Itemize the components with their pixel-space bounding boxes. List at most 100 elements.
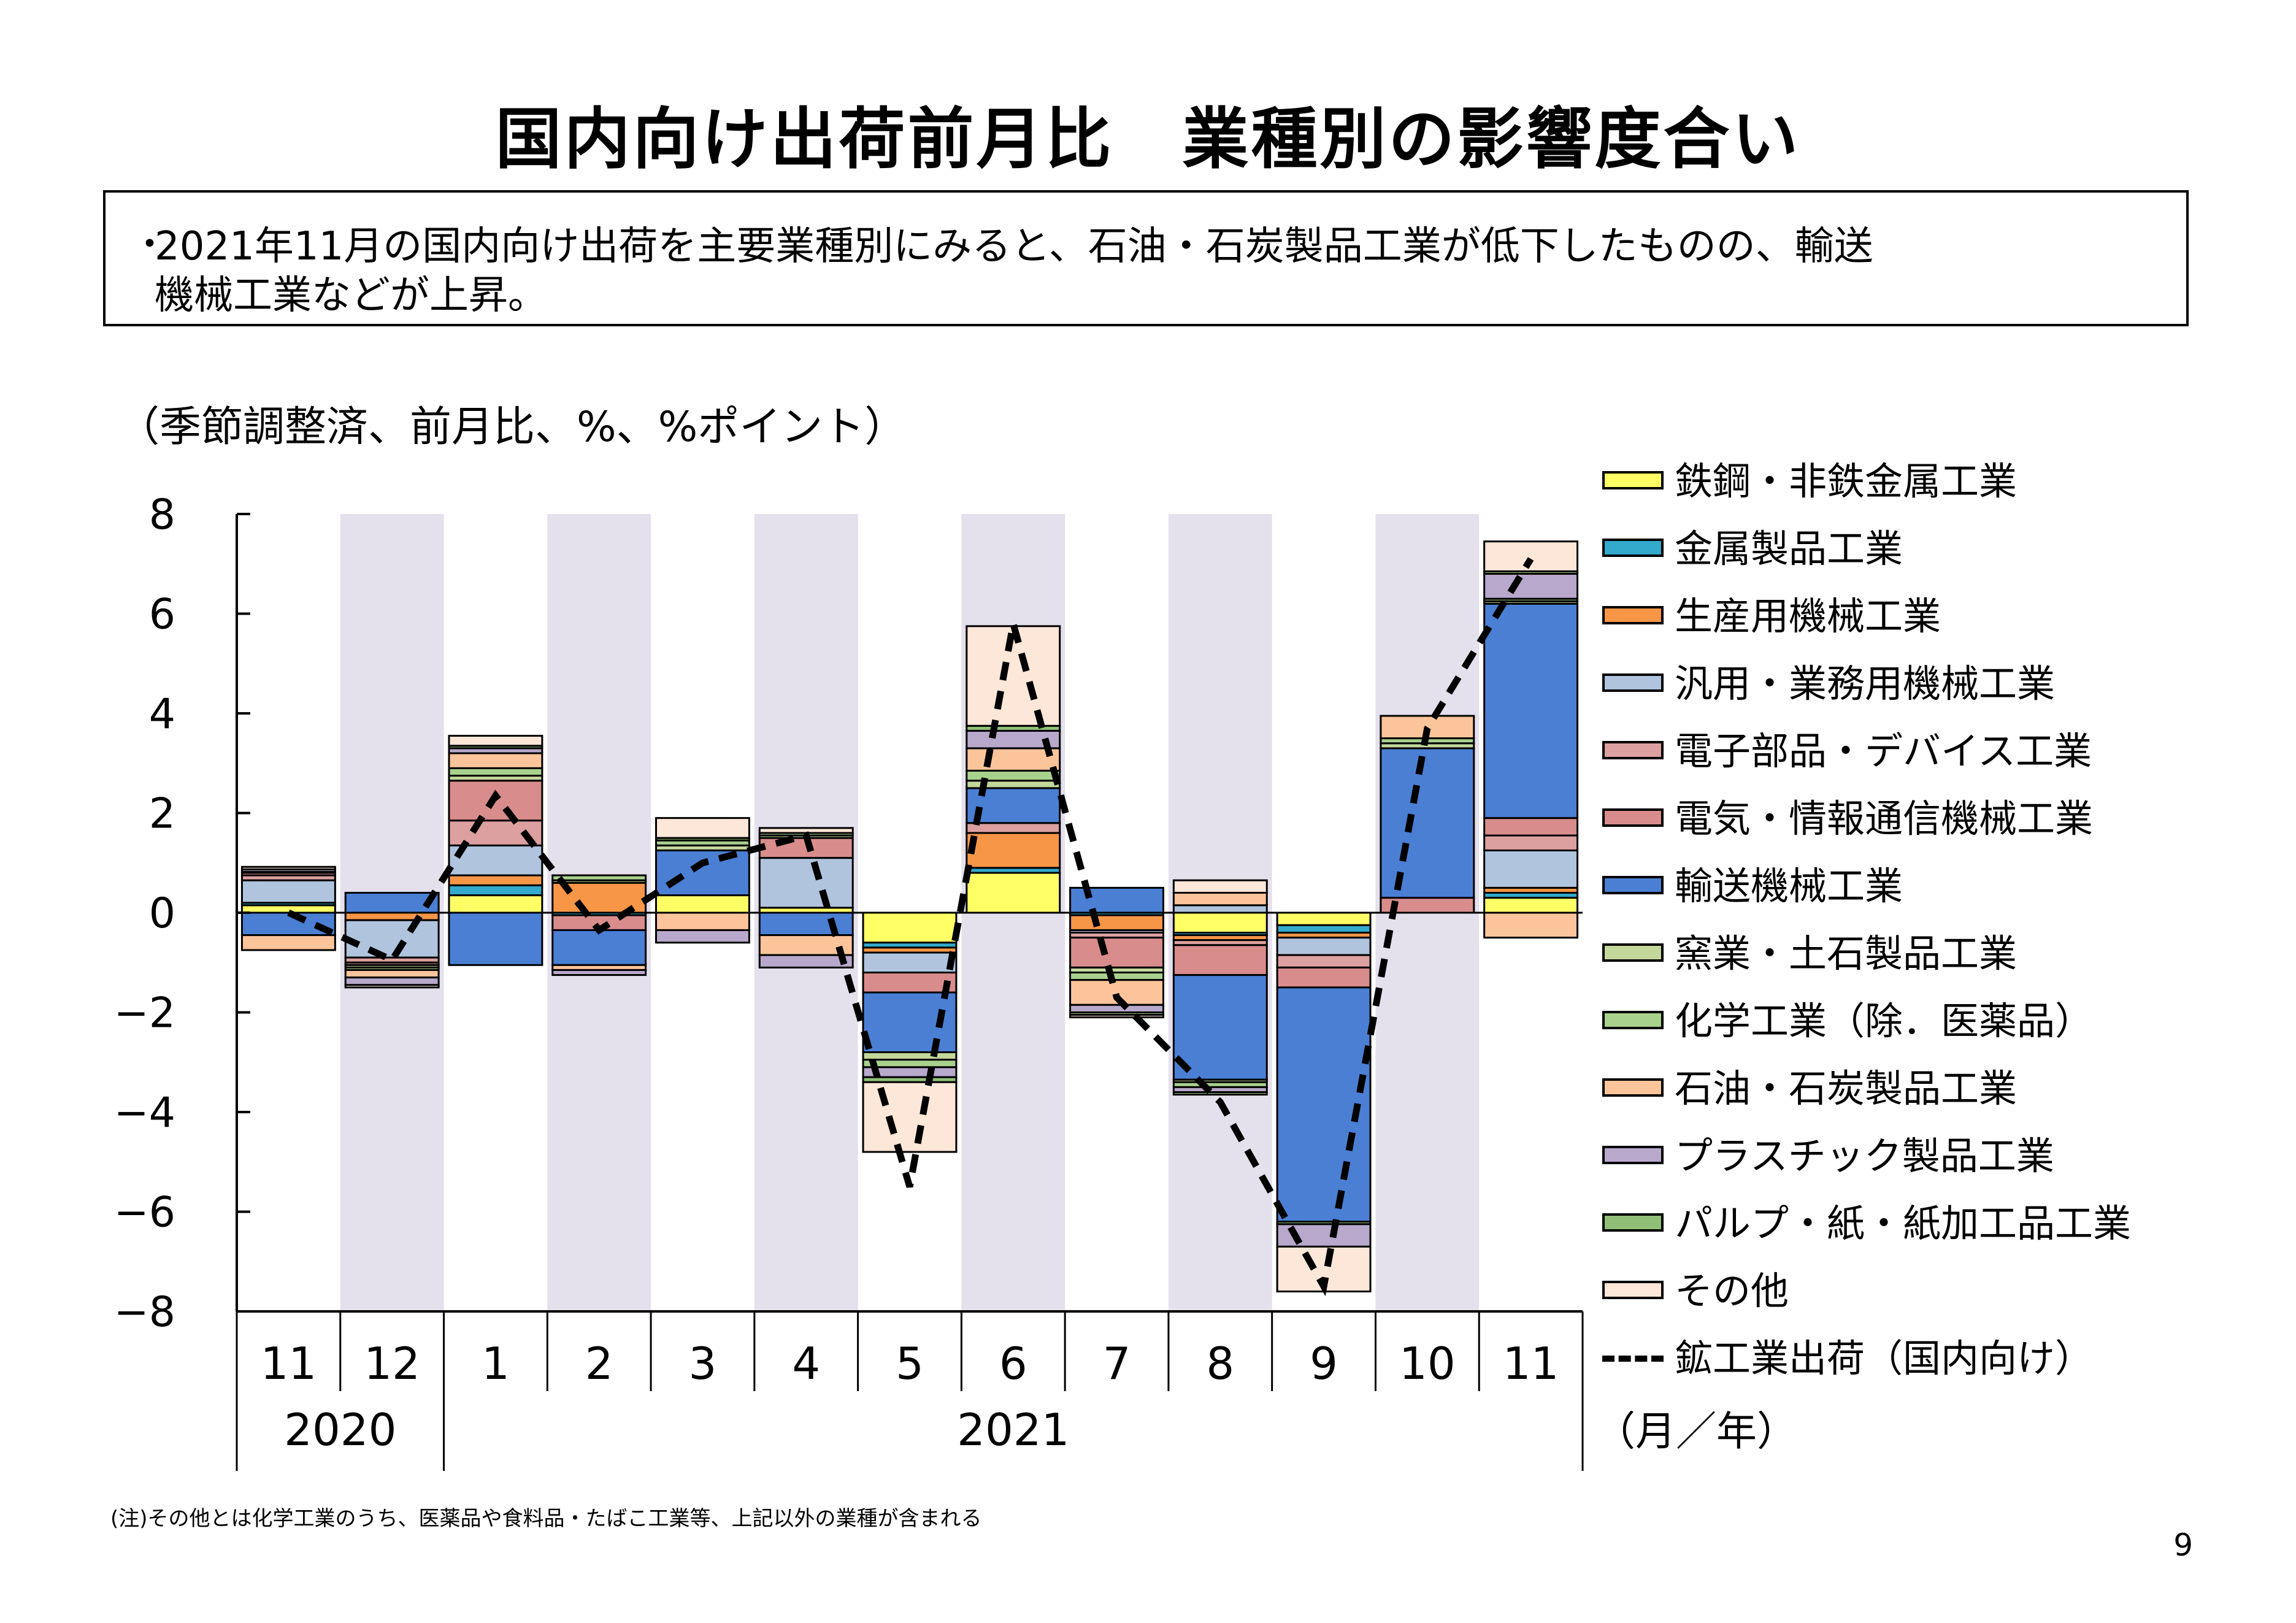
bar-segment [1276,937,1372,956]
legend-label: 生産用機械工業 [1675,594,1941,639]
y-tick-label: 2 [149,790,175,838]
legend-label: 輸送機械工業 [1675,864,1903,908]
bar-segment [1172,1091,1268,1096]
bar-segment [862,1081,958,1153]
bar-segment [1172,904,1268,914]
legend-swatch [1602,673,1664,692]
legend-label: その他 [1675,1268,1789,1313]
legend-label: 汎用・業務用機械工業 [1675,661,2056,706]
legend-label: 化学工業（除．医薬品） [1675,999,2094,1043]
bar-segment [344,892,440,914]
page-title: 国内向け出荷前月比 業種別の影響度合い [495,101,1801,178]
bar-segment [551,874,647,881]
bar-segment [1276,966,1372,989]
bar-segment [1069,1003,1164,1013]
bar-segment [1069,937,1164,969]
footnote: (注)その他とは化学工業のうち、医薬品や食料品・たばこ工業等、上記以外の業種が含… [110,1506,982,1531]
bar-segment [1276,954,1372,969]
legend-swatch [1602,1281,1664,1299]
x-tick-label: 9 [1310,1338,1338,1389]
bar-segment [1069,972,1164,981]
bar-segment [448,752,543,769]
x-tick-label: 5 [896,1338,924,1389]
bar-segment [448,767,543,777]
bar-segment [344,911,440,921]
unit-label: （季節調整済、前月比、%、%ポイント） [118,403,907,451]
bar-segment [551,929,647,966]
y-tick-label: −4 [114,1089,175,1137]
bar-segment [655,817,750,839]
bar-segment [655,849,750,897]
bar-segment [655,929,750,944]
bar-segment [1172,879,1268,894]
x-tick-label: 12 [364,1338,420,1389]
legend-label: プラスチック製品工業 [1675,1134,2054,1178]
year-label: 2021 [957,1404,1069,1456]
legend-label: パルプ・紙・紙加工品工業 [1675,1201,2132,1246]
bar-segment [655,911,750,931]
bar-segment [1172,944,1268,976]
x-unit-label: （月／年） [1595,1408,1797,1455]
bar-segment [1069,914,1164,931]
bar-segment [448,884,543,897]
legend-label: 石油・石炭製品工業 [1675,1066,2018,1111]
legend-swatch [1602,1146,1664,1164]
bar-segment [240,934,336,951]
y-tick-label: −2 [114,989,175,1038]
legend-label: 電気・情報通信機械工業 [1675,796,2094,841]
y-tick-label: 0 [149,889,175,938]
bar-segment [1172,892,1268,907]
bar-segment [1483,817,1579,837]
bar-segment [966,832,1061,869]
legend-swatch [1602,1011,1664,1029]
bar-segment [758,911,854,937]
bar-segment [966,747,1061,772]
summary-bullet: ・ [131,223,168,266]
bar-segment [1172,911,1268,934]
bar-segment [344,919,440,959]
bar-segment [448,911,543,966]
bar-segment [966,822,1061,834]
bar-segment [551,969,647,976]
legend-swatch [1602,1213,1664,1232]
bar-segment [240,879,336,904]
x-tick-label: 6 [999,1338,1027,1389]
bar-segment [862,911,958,944]
legend-label: 鉄鋼・非鉄金属工業 [1675,459,2018,504]
legend-swatch [1602,539,1664,557]
bar-segment [1483,573,1579,600]
y-tick-label: 8 [149,491,175,539]
legend-label: 電子部品・デバイス工業 [1675,729,2092,773]
bar-segment [240,865,336,870]
bar-segment [344,969,440,979]
shipments-line [287,557,1534,1297]
legend-swatch [1602,876,1664,894]
legend-swatch [1602,808,1664,827]
legend-swatch [1602,943,1664,962]
x-tick-label: 11 [1503,1338,1559,1389]
bar-segment [1380,747,1475,899]
legend-swatch [1602,606,1664,624]
legend-label: 金属製品工業 [1675,526,1903,571]
bar-segment [862,1051,958,1061]
y-tick-label: 6 [149,591,175,639]
bar-segment [966,872,1061,914]
bar-segment [758,857,854,909]
x-tick-label: 3 [689,1338,717,1389]
bar-segment [1483,540,1579,572]
bar-segment [966,625,1061,727]
bar-segment [240,904,336,914]
summary-box: ・ 2021年11月の国内向け出荷を主要業種別にみると、石油・石炭製品工業が低下… [103,190,2189,326]
summary-line-1: 2021年11月の国内向け出荷を主要業種別にみると、石油・石炭製品工業が低下した… [155,224,1873,269]
x-tick-label: 2 [585,1338,613,1389]
x-tick-label: 1 [482,1338,510,1389]
x-tick-label: 11 [261,1338,317,1389]
x-tick-label: 4 [792,1338,820,1389]
legend-swatch [1602,1078,1664,1097]
x-tick-label: 8 [1206,1338,1234,1389]
legend-label: 窯業・土石製品工業 [1675,931,2018,976]
y-tick-label: 4 [149,690,175,739]
bar-segment [1483,897,1579,914]
legend-swatch [1602,741,1664,759]
